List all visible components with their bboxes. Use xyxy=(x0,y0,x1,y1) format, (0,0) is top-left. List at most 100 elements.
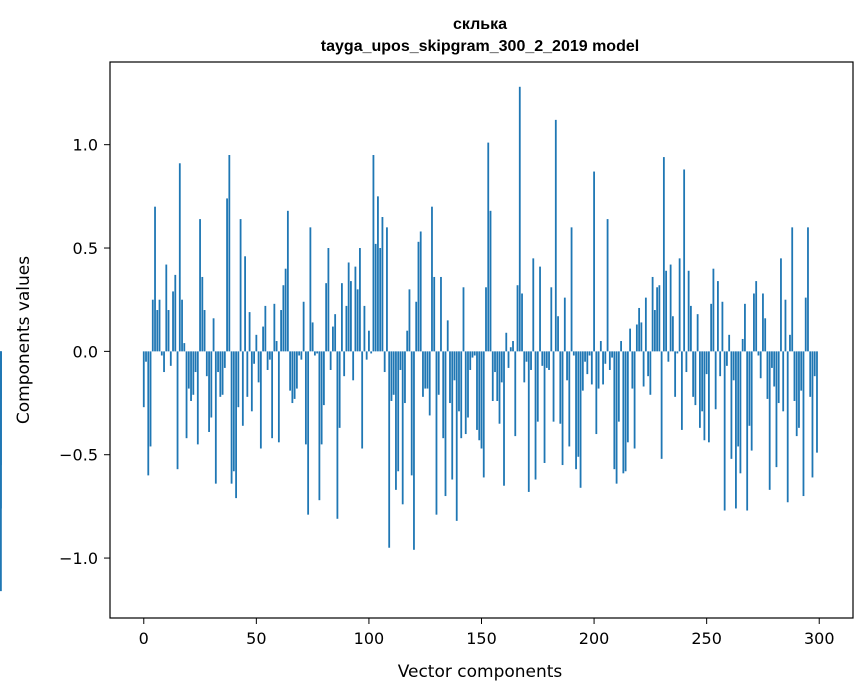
bar-119 xyxy=(410,351,413,476)
bar-290 xyxy=(795,351,798,437)
bar-271 xyxy=(753,293,755,352)
bar-230 xyxy=(660,351,663,459)
bar-235 xyxy=(671,316,674,352)
bar-282 xyxy=(777,351,780,404)
bar-152 xyxy=(485,287,487,352)
bar-37 xyxy=(226,198,228,352)
bar-191 xyxy=(572,351,575,356)
bar-141 xyxy=(460,351,463,439)
bar-221 xyxy=(640,322,643,352)
bar-47 xyxy=(248,312,251,352)
bar-219 xyxy=(635,324,638,352)
bar-269 xyxy=(748,351,751,426)
bar-129 xyxy=(433,276,436,352)
bar-166 xyxy=(516,285,519,352)
bar-23 xyxy=(194,351,197,373)
bar-168 xyxy=(521,293,523,352)
bar-34 xyxy=(219,351,222,397)
bar-56 xyxy=(268,351,271,360)
bar-284 xyxy=(782,351,785,412)
bar-79 xyxy=(320,351,323,445)
bar-299 xyxy=(816,351,818,453)
bar-147 xyxy=(473,351,476,356)
bar-215 xyxy=(626,351,629,443)
y-axis-label: Components values xyxy=(14,256,34,424)
bar-203 xyxy=(599,341,602,352)
bar-261 xyxy=(730,351,733,459)
bar-91 xyxy=(347,262,350,352)
bar-39 xyxy=(230,351,233,484)
bar-138 xyxy=(453,351,456,381)
bar-211 xyxy=(617,351,620,422)
bar-157 xyxy=(496,351,499,401)
bar-43 xyxy=(239,219,242,352)
bar-241 xyxy=(685,351,688,373)
bar-222 xyxy=(642,351,645,387)
bar-76 xyxy=(313,351,316,356)
bar-153 xyxy=(487,142,490,352)
bar-131 xyxy=(437,351,440,395)
bar-126 xyxy=(426,351,429,389)
bar-118 xyxy=(408,289,411,352)
bar-78 xyxy=(318,351,321,501)
bar-217 xyxy=(631,351,634,389)
bar-252 xyxy=(710,303,713,352)
bar-35 xyxy=(221,351,224,395)
bar-278 xyxy=(768,351,771,490)
bar-102 xyxy=(372,155,375,352)
bar-83 xyxy=(329,351,332,370)
bar-101 xyxy=(370,351,373,354)
bar-156 xyxy=(494,351,496,373)
bar-62 xyxy=(282,285,285,352)
bar-273 xyxy=(757,351,760,356)
bar-14 xyxy=(174,274,177,352)
bar-41 xyxy=(235,351,237,499)
bar-4 xyxy=(151,299,154,352)
bar-6 xyxy=(156,310,159,352)
bar-250 xyxy=(705,351,708,375)
bar-210 xyxy=(615,351,618,484)
bar-44 xyxy=(241,351,244,426)
bar-22 xyxy=(192,351,195,395)
bar-292 xyxy=(800,351,803,391)
bar-288 xyxy=(791,227,794,352)
bar-228 xyxy=(656,287,659,352)
bar-165 xyxy=(514,351,517,437)
bar-59 xyxy=(275,341,278,352)
bar-17 xyxy=(181,299,183,352)
bar-194 xyxy=(579,351,582,488)
bar-218 xyxy=(633,351,636,449)
bar-259 xyxy=(726,351,728,366)
bar-149 xyxy=(478,351,481,441)
bar-289 xyxy=(793,351,796,401)
bar-213 xyxy=(622,351,625,474)
bar-225 xyxy=(649,351,652,395)
bar-281 xyxy=(775,351,778,468)
bar-226 xyxy=(651,276,654,352)
bar-270 xyxy=(750,351,753,451)
bar-193 xyxy=(577,351,580,457)
bar-283 xyxy=(780,258,782,352)
bar-177 xyxy=(541,351,544,366)
bar-180 xyxy=(548,351,550,370)
bar-161 xyxy=(505,332,508,352)
bar-130 xyxy=(435,351,438,515)
bar-160 xyxy=(503,351,505,486)
bar-84 xyxy=(332,326,334,352)
bar-7 xyxy=(158,299,161,352)
bar-21 xyxy=(190,351,192,401)
bar-120 xyxy=(413,351,415,550)
bar-124 xyxy=(422,351,424,397)
y-tick-label: −1.0 xyxy=(59,549,98,568)
bar-159 xyxy=(500,351,503,383)
bar-50 xyxy=(255,334,258,352)
bar-32 xyxy=(214,351,217,484)
x-tick-label: 250 xyxy=(691,629,722,648)
bar-249 xyxy=(703,351,706,441)
bar-182 xyxy=(552,351,555,422)
bar-198 xyxy=(588,351,591,356)
x-tick-label: 150 xyxy=(466,629,497,648)
x-tick-label: 200 xyxy=(579,629,610,648)
bar-51 xyxy=(257,351,260,383)
